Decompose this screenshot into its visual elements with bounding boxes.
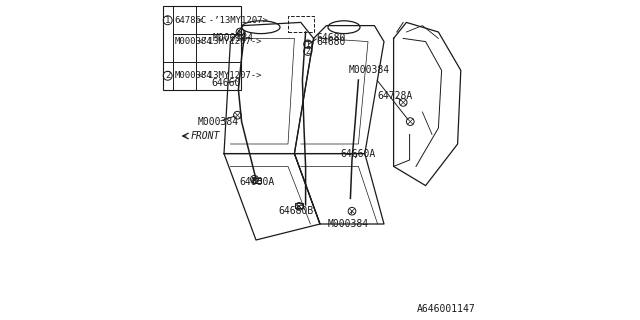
Text: 2: 2	[305, 47, 310, 56]
Text: M000384: M000384	[174, 71, 212, 80]
Text: 2: 2	[165, 71, 170, 80]
Text: 64680A: 64680A	[239, 177, 275, 188]
Text: FRONT: FRONT	[190, 131, 220, 141]
Text: <’13MY1207->: <’13MY1207->	[198, 36, 262, 45]
Bar	[295, 203, 303, 208]
Text: <’13MY1207->: <’13MY1207->	[198, 71, 262, 80]
Text: < -’13MY1207>: < -’13MY1207>	[198, 16, 268, 25]
Text: M000384: M000384	[349, 65, 408, 119]
Text: 64728A: 64728A	[378, 91, 413, 101]
Bar	[163, 6, 241, 90]
Bar	[253, 178, 260, 182]
Text: 64660A: 64660A	[340, 148, 376, 159]
Text: M000384: M000384	[198, 116, 239, 127]
Text: 64660: 64660	[211, 78, 241, 88]
Text: M000384: M000384	[212, 33, 254, 44]
Text: 64680: 64680	[305, 36, 346, 47]
Text: A646001147: A646001147	[417, 304, 475, 314]
Text: 64680: 64680	[317, 33, 346, 44]
Text: 1: 1	[305, 40, 310, 49]
Text: M000384: M000384	[328, 211, 369, 229]
Text: M000384: M000384	[174, 36, 212, 45]
Text: 64786C: 64786C	[174, 16, 207, 25]
Text: 64680B: 64680B	[278, 206, 314, 216]
Text: 1: 1	[165, 16, 170, 25]
